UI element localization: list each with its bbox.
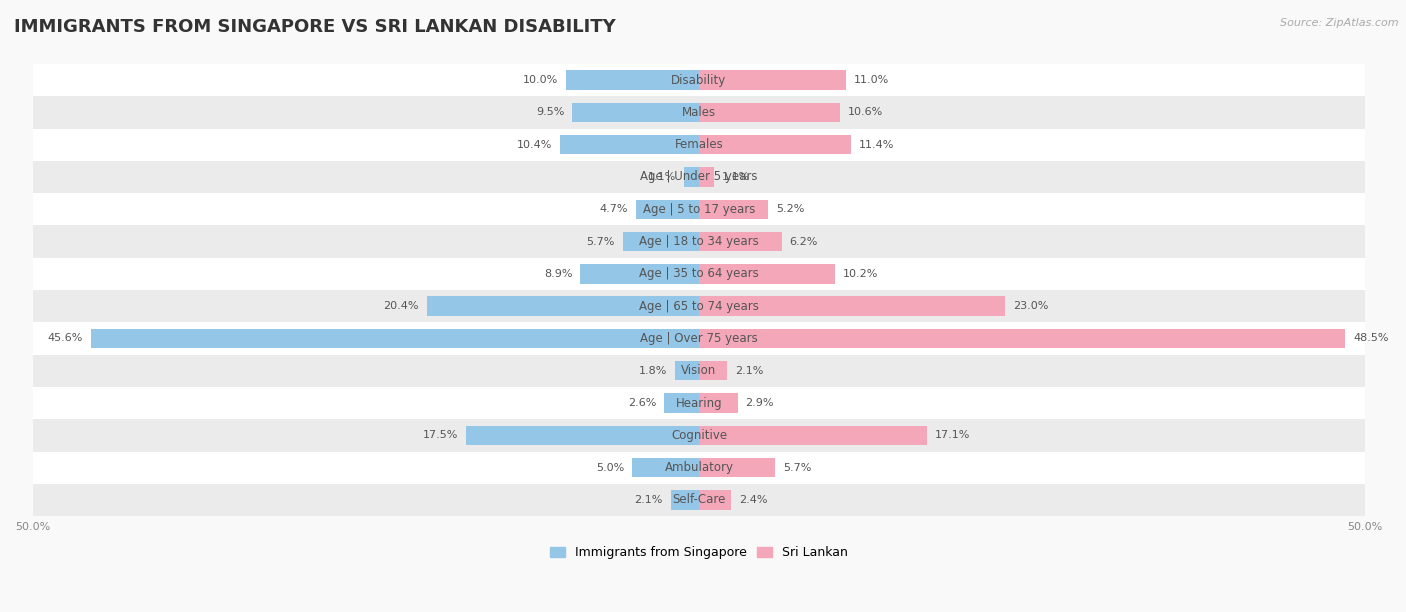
Bar — [699, 264, 835, 283]
Bar — [32, 225, 1365, 258]
Text: 45.6%: 45.6% — [48, 334, 83, 343]
Bar — [671, 490, 699, 510]
Bar — [32, 452, 1365, 484]
Bar — [427, 296, 699, 316]
Text: Males: Males — [682, 106, 716, 119]
Text: 5.7%: 5.7% — [586, 237, 614, 247]
Legend: Immigrants from Singapore, Sri Lankan: Immigrants from Singapore, Sri Lankan — [546, 541, 853, 564]
Bar — [699, 394, 738, 412]
Text: Age | 65 to 74 years: Age | 65 to 74 years — [640, 300, 759, 313]
Bar — [32, 290, 1365, 323]
Bar — [699, 200, 768, 219]
Text: Vision: Vision — [682, 364, 717, 377]
Bar — [32, 387, 1365, 419]
Bar — [32, 96, 1365, 129]
Text: 10.0%: 10.0% — [523, 75, 558, 85]
Text: 11.4%: 11.4% — [859, 140, 894, 150]
Bar — [32, 161, 1365, 193]
Bar — [699, 458, 775, 477]
Text: Age | 5 to 17 years: Age | 5 to 17 years — [643, 203, 755, 216]
Bar — [685, 167, 699, 187]
Text: Age | Over 75 years: Age | Over 75 years — [640, 332, 758, 345]
Bar — [565, 70, 699, 90]
Text: 10.2%: 10.2% — [842, 269, 879, 279]
Bar — [699, 329, 1346, 348]
Text: 1.1%: 1.1% — [721, 172, 749, 182]
Bar — [664, 394, 699, 412]
Text: Age | 18 to 34 years: Age | 18 to 34 years — [640, 235, 759, 248]
Bar — [699, 490, 731, 510]
Text: Age | 35 to 64 years: Age | 35 to 64 years — [640, 267, 759, 280]
Text: 1.8%: 1.8% — [638, 366, 666, 376]
Bar — [32, 193, 1365, 225]
Bar — [465, 426, 699, 445]
Text: 2.4%: 2.4% — [740, 495, 768, 505]
Text: 48.5%: 48.5% — [1354, 334, 1389, 343]
Bar — [572, 103, 699, 122]
Text: 17.5%: 17.5% — [422, 430, 458, 441]
Bar — [699, 361, 727, 381]
Text: 2.1%: 2.1% — [735, 366, 763, 376]
Bar — [32, 129, 1365, 161]
Text: Source: ZipAtlas.com: Source: ZipAtlas.com — [1281, 18, 1399, 28]
Text: Hearing: Hearing — [676, 397, 723, 409]
Text: 10.6%: 10.6% — [848, 107, 883, 118]
Text: 2.1%: 2.1% — [634, 495, 664, 505]
Text: 5.2%: 5.2% — [776, 204, 804, 214]
Text: 11.0%: 11.0% — [853, 75, 889, 85]
Text: 10.4%: 10.4% — [517, 140, 553, 150]
Text: 1.1%: 1.1% — [648, 172, 676, 182]
Text: 4.7%: 4.7% — [600, 204, 628, 214]
Bar — [623, 232, 699, 252]
Bar — [32, 484, 1365, 516]
Text: Self-Care: Self-Care — [672, 493, 725, 507]
Text: Disability: Disability — [671, 73, 727, 87]
Text: 2.6%: 2.6% — [628, 398, 657, 408]
Bar — [32, 323, 1365, 354]
Text: 17.1%: 17.1% — [935, 430, 970, 441]
Text: 2.9%: 2.9% — [745, 398, 775, 408]
Bar — [581, 264, 699, 283]
Bar — [32, 258, 1365, 290]
Text: 23.0%: 23.0% — [1014, 301, 1049, 311]
Bar — [699, 103, 841, 122]
Bar — [637, 200, 699, 219]
Bar — [699, 135, 851, 154]
Text: 5.0%: 5.0% — [596, 463, 624, 472]
Text: Ambulatory: Ambulatory — [665, 461, 734, 474]
Text: 6.2%: 6.2% — [790, 237, 818, 247]
Bar — [699, 426, 927, 445]
Bar — [633, 458, 699, 477]
Text: 5.7%: 5.7% — [783, 463, 811, 472]
Bar — [675, 361, 699, 381]
Bar — [32, 64, 1365, 96]
Text: Females: Females — [675, 138, 723, 151]
Text: Cognitive: Cognitive — [671, 429, 727, 442]
Bar — [699, 232, 782, 252]
Text: 20.4%: 20.4% — [384, 301, 419, 311]
Bar — [91, 329, 699, 348]
Text: Age | Under 5 years: Age | Under 5 years — [640, 171, 758, 184]
Bar — [32, 419, 1365, 452]
Text: 8.9%: 8.9% — [544, 269, 572, 279]
Bar — [32, 354, 1365, 387]
Bar — [699, 296, 1005, 316]
Bar — [561, 135, 699, 154]
Text: IMMIGRANTS FROM SINGAPORE VS SRI LANKAN DISABILITY: IMMIGRANTS FROM SINGAPORE VS SRI LANKAN … — [14, 18, 616, 36]
Text: 9.5%: 9.5% — [536, 107, 564, 118]
Bar — [699, 167, 714, 187]
Bar — [699, 70, 845, 90]
